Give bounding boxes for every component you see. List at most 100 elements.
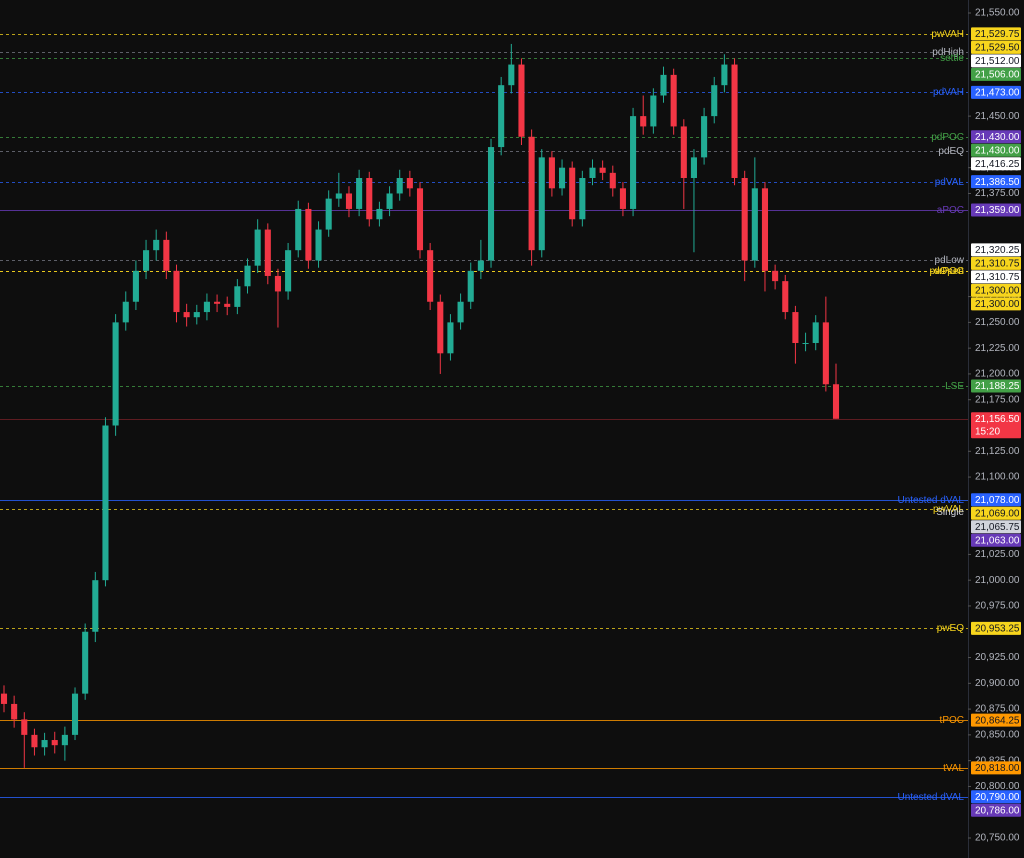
- badge-bg: [971, 175, 1021, 189]
- candle-body: [376, 208, 383, 220]
- badge-label: 21,529.75: [975, 29, 1020, 40]
- candle-body: [437, 301, 444, 354]
- level-label: pdPOC: [931, 132, 964, 143]
- candle-body: [153, 239, 160, 251]
- level-label: pwPOC: [930, 266, 964, 277]
- badge-bg: [971, 803, 1021, 817]
- badge-label: 21,063.00: [975, 535, 1020, 546]
- candle-body: [498, 85, 505, 148]
- candle-body: [132, 270, 139, 302]
- candle-body: [41, 740, 48, 748]
- candle-body: [579, 178, 586, 220]
- candle-body: [670, 74, 677, 127]
- candle-body: [640, 116, 647, 127]
- candle-body: [690, 157, 697, 178]
- candle-body: [457, 301, 464, 323]
- candle-body: [143, 250, 150, 271]
- candle-body: [325, 198, 332, 230]
- candle-body: [630, 116, 637, 209]
- badge-bg: [971, 54, 1021, 68]
- y-tick-label: 21,550.00: [975, 8, 1020, 19]
- badge-label: 21,310.75: [975, 259, 1020, 270]
- candle-body: [31, 734, 38, 748]
- candle-body: [244, 265, 251, 287]
- price-badge: 21,359.00: [971, 203, 1021, 217]
- price-badge: 21,473.00: [971, 85, 1021, 99]
- candle-body: [406, 178, 413, 189]
- price-badge: 21,300.00: [971, 283, 1021, 297]
- level-label: pwEQ: [937, 623, 964, 634]
- y-tick-label: 21,025.00: [975, 549, 1020, 560]
- price-badge: 21,386.50: [971, 175, 1021, 189]
- badge-label: 21,359.00: [975, 205, 1020, 216]
- candle-body: [61, 734, 68, 746]
- level-label: aPOC: [937, 205, 964, 216]
- badge-bg: [971, 256, 1021, 270]
- badge-label: 21,430.00: [975, 145, 1020, 156]
- badge-bg: [971, 379, 1021, 393]
- price-badge: 21,430.00: [971, 143, 1021, 157]
- y-tick-label: 20,850.00: [975, 730, 1020, 741]
- badge-bg: [971, 203, 1021, 217]
- price-badge: 20,953.25: [971, 621, 1021, 635]
- candle-body: [11, 703, 18, 720]
- candle-body: [467, 270, 474, 302]
- level-label: pwVAH: [931, 29, 964, 40]
- candle-body: [264, 229, 271, 276]
- candle-body: [528, 136, 535, 251]
- level-label: Untested dVAL: [897, 495, 964, 506]
- candle-body: [335, 193, 342, 199]
- candle-body: [122, 301, 129, 323]
- y-tick-label: 21,250.00: [975, 317, 1020, 328]
- badge-label: 21,430.00: [975, 132, 1020, 143]
- candle-body: [711, 85, 718, 117]
- candle-body: [548, 157, 555, 189]
- badge-bg: [971, 243, 1021, 257]
- badge-label: 21,065.75: [975, 522, 1020, 533]
- badge-bg: [971, 85, 1021, 99]
- level-label: pdLow: [935, 255, 965, 266]
- candle-body: [559, 167, 566, 189]
- badge-bg: [971, 520, 1021, 534]
- level-label: tPOC: [940, 715, 964, 726]
- badge-bg: [971, 67, 1021, 81]
- candle-body: [234, 286, 241, 307]
- candle-body: [477, 260, 484, 271]
- badge-label: 20,953.25: [975, 624, 1020, 635]
- candle-body: [660, 74, 667, 96]
- candle-body: [569, 167, 576, 220]
- candle-body: [731, 64, 738, 178]
- badge-bg: [971, 761, 1021, 775]
- badge-bg: [971, 40, 1021, 54]
- candle-body: [102, 425, 109, 581]
- badge-label: 21,386.50: [975, 177, 1020, 188]
- badge-label: 21,473.00: [975, 88, 1020, 99]
- candle-body: [345, 193, 353, 209]
- candle-body: [701, 116, 708, 158]
- y-tick-label: 20,825.00: [975, 755, 1020, 766]
- badge-bg: [971, 713, 1021, 727]
- y-tick-label: 21,125.00: [975, 446, 1020, 457]
- y-tick-label: 21,450.00: [975, 111, 1020, 122]
- candle-body: [609, 172, 616, 189]
- price-badge: 21,506.00: [971, 67, 1021, 81]
- price-badge: 20,786.00: [971, 803, 1021, 817]
- badge-bg: [971, 493, 1021, 507]
- y-tick-label: 20,900.00: [975, 678, 1020, 689]
- badge-bg: [971, 297, 1021, 311]
- price-badge: 21,300.00: [971, 297, 1021, 311]
- candle-body: [832, 384, 840, 419]
- candle-body: [802, 343, 809, 344]
- badge-label: 21,300.00: [975, 286, 1020, 297]
- badge-label: 20,864.25: [975, 715, 1020, 726]
- level-label: tVAL: [943, 763, 964, 774]
- candle-body: [285, 250, 292, 292]
- badge-label: 21,506.00: [975, 70, 1020, 81]
- badge-bg: [971, 506, 1021, 520]
- candle-body: [0, 693, 8, 704]
- badge-bg: [971, 143, 1021, 157]
- y-tick-label: 20,750.00: [975, 833, 1020, 844]
